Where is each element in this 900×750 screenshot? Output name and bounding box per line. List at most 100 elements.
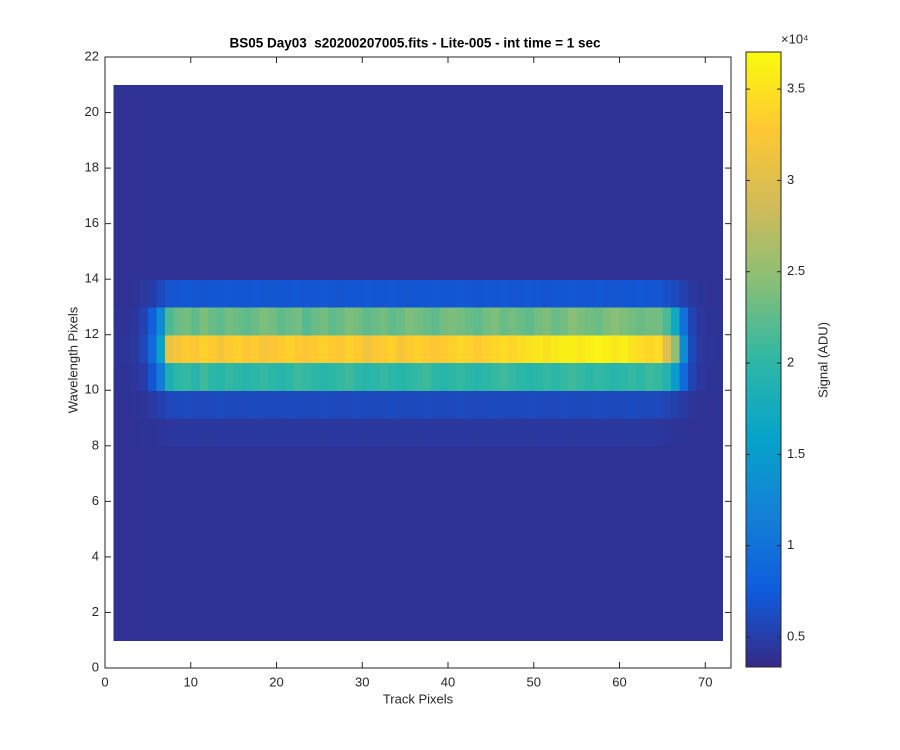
heatmap-cell [490, 279, 501, 308]
heatmap-cell [516, 112, 526, 141]
heatmap-cell [405, 251, 415, 280]
heatmap-cell [636, 529, 646, 558]
heatmap-cell [602, 334, 612, 364]
heatmap-cell [413, 195, 423, 225]
heatmap-cell [362, 418, 372, 447]
heatmap-cell [293, 195, 303, 225]
heatmap-cell [619, 418, 629, 447]
heatmap-cell [250, 112, 260, 141]
heatmap-cell [602, 140, 612, 169]
heatmap-cell [679, 556, 689, 586]
heatmap-cell [499, 112, 509, 141]
heatmap-cell [267, 334, 278, 364]
heatmap-cell [662, 112, 672, 141]
heatmap-cell [593, 529, 603, 558]
heatmap-cell [636, 334, 646, 364]
heatmap-cell [139, 529, 149, 558]
heatmap-cell [362, 390, 372, 419]
heatmap-cell [696, 140, 706, 169]
heatmap-cell [499, 445, 509, 475]
heatmap-cell [688, 390, 698, 419]
heatmap-cell [370, 418, 381, 447]
heatmap-cell [516, 418, 526, 447]
heatmap-cell [559, 112, 569, 141]
heatmap-cell [465, 529, 475, 558]
heatmap-cell [362, 501, 372, 530]
heatmap-cell [173, 306, 183, 336]
heatmap-cell [225, 223, 235, 253]
heatmap-cell [696, 334, 706, 364]
heatmap-cell [405, 168, 415, 197]
heatmap-cell [353, 445, 363, 475]
heatmap-cell [628, 445, 638, 475]
heatmap-cell [327, 223, 338, 253]
heatmap-cell [199, 306, 209, 336]
heatmap-cell [679, 251, 689, 280]
heatmap-cell [602, 84, 612, 114]
heatmap-cell [713, 306, 724, 336]
heatmap-cell [670, 279, 681, 308]
heatmap-cell [199, 223, 209, 253]
heatmap-cell [405, 473, 415, 502]
heatmap-cell [645, 140, 655, 169]
heatmap-cell [610, 251, 621, 280]
heatmap-cell [165, 279, 175, 308]
heatmap-cell [636, 251, 646, 280]
heatmap-cell [533, 306, 543, 336]
heatmap-cell [139, 473, 149, 502]
heatmap-cell [705, 334, 715, 364]
heatmap-cell [645, 362, 655, 391]
heatmap-cell [482, 501, 492, 530]
heatmap-cell [430, 223, 441, 253]
heatmap-cell [499, 251, 509, 280]
heatmap-cell [122, 362, 132, 391]
heatmap-cell [233, 223, 243, 253]
heatmap-cell [327, 140, 338, 169]
heatmap-cell [585, 84, 595, 114]
heatmap-cell [276, 223, 286, 253]
heatmap-cell [576, 362, 586, 391]
heatmap-cell [585, 334, 595, 364]
heatmap-cell [250, 501, 260, 530]
heatmap-cell [310, 112, 320, 141]
heatmap-cell [670, 584, 681, 614]
heatmap-cell [182, 362, 192, 391]
heatmap-cell [559, 279, 569, 308]
heatmap-cell [199, 390, 209, 419]
heatmap-cell [139, 251, 149, 280]
heatmap-cell [336, 223, 346, 253]
heatmap-cell [696, 473, 706, 502]
heatmap-cell [199, 334, 209, 364]
heatmap-cell [448, 251, 458, 280]
heatmap-cell [576, 501, 586, 530]
heatmap-cell [653, 445, 663, 475]
heatmap-cell [156, 112, 166, 141]
heatmap-cell [542, 473, 552, 502]
heatmap-cell [465, 140, 475, 169]
heatmap-cell [199, 612, 209, 641]
y-tick-label: 8 [92, 437, 99, 452]
heatmap-cell [525, 390, 535, 419]
heatmap [113, 84, 724, 641]
heatmap-cell [387, 529, 398, 558]
heatmap-cell [465, 501, 475, 530]
heatmap-cell [533, 251, 543, 280]
heatmap-cell [696, 168, 706, 197]
heatmap-cell [576, 84, 586, 114]
heatmap-cell [242, 529, 252, 558]
heatmap-cell [250, 306, 260, 336]
heatmap-cell [550, 334, 561, 364]
heatmap-cell [147, 584, 158, 614]
heatmap-cell [713, 612, 724, 641]
heatmap-cell [482, 223, 492, 253]
heatmap-cell [628, 418, 638, 447]
heatmap-cell [593, 390, 603, 419]
heatmap-cell [130, 251, 140, 280]
heatmap-cell [628, 334, 638, 364]
heatmap-cell [396, 556, 406, 586]
heatmap-cell [225, 612, 235, 641]
heatmap-cell [310, 84, 320, 114]
heatmap-cell [473, 473, 483, 502]
heatmap-cell [285, 556, 295, 586]
heatmap-cell [568, 195, 578, 225]
